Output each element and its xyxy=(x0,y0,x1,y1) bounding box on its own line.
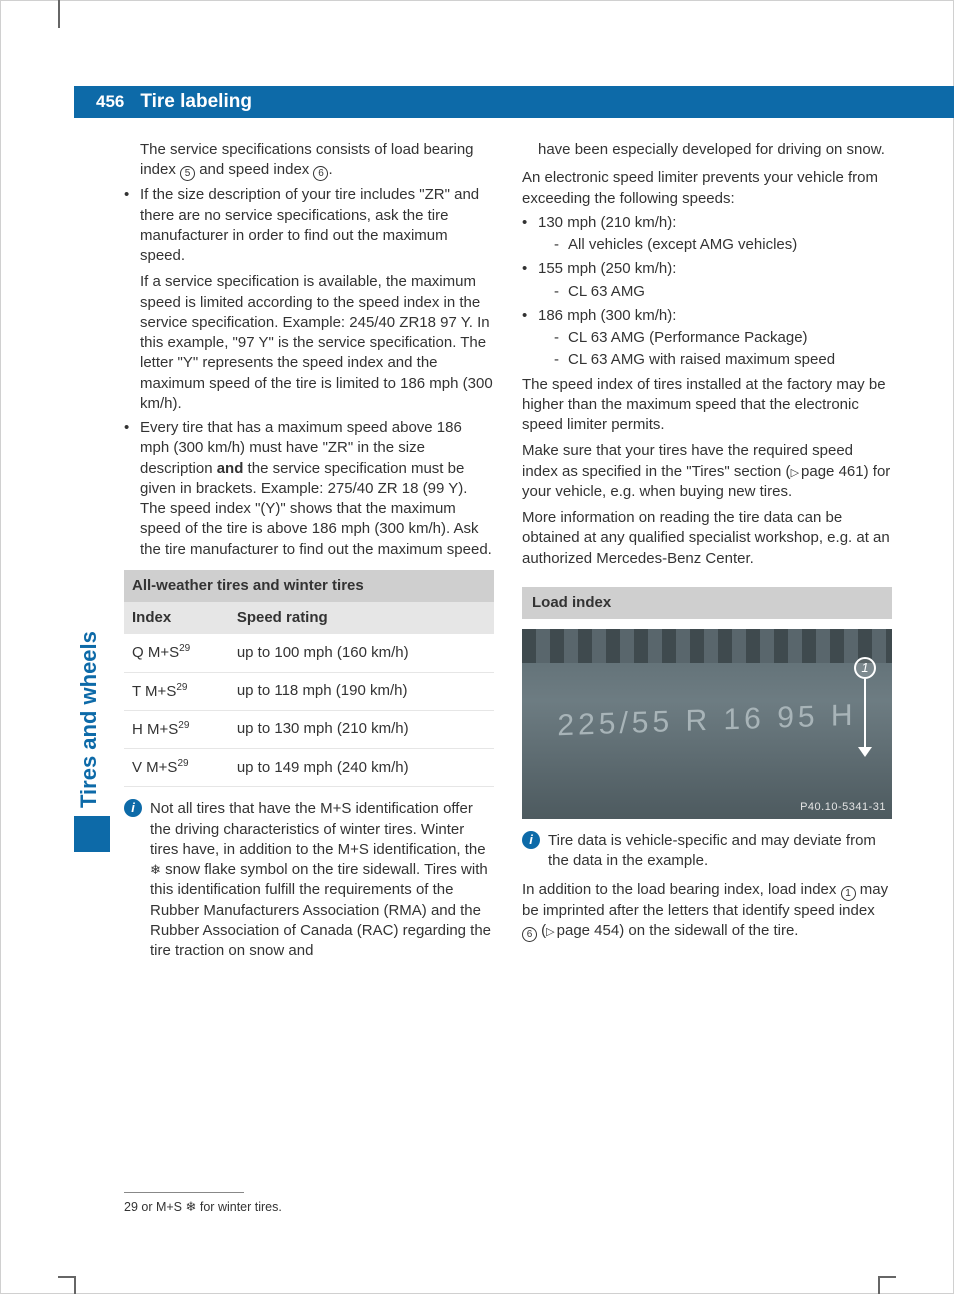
speed-list: 130 mph (210 km/h): All vehicles (except… xyxy=(522,213,892,371)
ref-circle-1: 1 xyxy=(841,886,856,901)
ref-circle-5: 5 xyxy=(180,166,195,181)
table-header-index: Index xyxy=(124,602,229,634)
speed-item: 155 mph (250 km/h): CL 63 AMG xyxy=(522,259,892,302)
bullet-subtext: If a service specification is available,… xyxy=(140,272,494,414)
cell-rating: up to 149 mph (240 km/h) xyxy=(229,749,494,787)
speed-item: 130 mph (210 km/h): All vehicles (except… xyxy=(522,213,892,256)
para-load-index: In addition to the load bearing index, l… xyxy=(522,880,892,942)
p5c: ( xyxy=(537,922,546,939)
page-number: 456 xyxy=(74,91,134,114)
snowflake-icon: ❄ xyxy=(150,862,161,877)
speed-rating-table: Index Speed rating Q M+S29up to 100 mph … xyxy=(124,602,494,787)
table-header-rating: Speed rating xyxy=(229,602,494,634)
info1-b: snow flake symbol on the tire sidewall. … xyxy=(150,861,491,959)
callout-circle-1: 1 xyxy=(854,657,876,679)
figure-caption: P40.10-5341-31 xyxy=(800,800,886,815)
page-title: Tire labeling xyxy=(134,89,252,115)
intro-text-b: and speed index xyxy=(199,161,309,178)
column-right: have been especially developed for drivi… xyxy=(522,140,892,961)
callout-line xyxy=(864,679,866,749)
table-row: H M+S29up to 130 mph (210 km/h) xyxy=(124,710,494,748)
footnote-29: 29 or M+S ❄ for winter tires. xyxy=(124,1198,282,1216)
speed-detail: CL 63 AMG with raised maximum speed xyxy=(554,350,892,370)
speed-detail: CL 63 AMG (Performance Package) xyxy=(554,328,892,348)
cell-index: Q M+S29 xyxy=(124,634,229,672)
ref-circle-6b: 6 xyxy=(522,927,537,942)
continuation-text: have been especially developed for drivi… xyxy=(522,140,892,160)
info-text: Not all tires that have the M+S identifi… xyxy=(150,799,494,961)
crop-mark-top xyxy=(58,0,60,28)
page-ref-454: page 454 xyxy=(557,922,620,939)
bullet-item: If the size description of your tire inc… xyxy=(124,185,494,414)
footnote-b: for winter tires. xyxy=(196,1200,281,1214)
cell-rating: up to 130 mph (210 km/h) xyxy=(229,710,494,748)
header-bar: 456 Tire labeling xyxy=(74,86,954,118)
column-left: The service specifications consists of l… xyxy=(124,140,494,961)
bullet-text: If the size description of your tire inc… xyxy=(140,186,479,264)
table-row: T M+S29up to 118 mph (190 km/h) xyxy=(124,672,494,710)
para-more-info: More information on reading the tire dat… xyxy=(522,508,892,569)
info-icon: i xyxy=(124,799,142,817)
footnote-a: or M+S xyxy=(138,1200,186,1214)
cell-index: T M+S29 xyxy=(124,672,229,710)
para-factory: The speed index of tires installed at th… xyxy=(522,375,892,436)
info-note-1: i Not all tires that have the M+S identi… xyxy=(124,799,494,961)
side-tab-marker xyxy=(74,816,110,852)
speed-label: 130 mph (210 km/h): xyxy=(538,214,676,231)
intro-line: The service specifications consists of l… xyxy=(124,140,494,181)
p5a: In addition to the load bearing index, l… xyxy=(522,881,841,898)
info-note-2: i Tire data is vehicle-specific and may … xyxy=(522,831,892,872)
section-heading-load-index: Load index xyxy=(522,587,892,619)
speed-label: 155 mph (250 km/h): xyxy=(538,260,676,277)
bullet-item: Every tire that has a maximum speed abov… xyxy=(124,418,494,560)
info-icon: i xyxy=(522,831,540,849)
p5d: ) on the sidewall of the tire. xyxy=(619,922,798,939)
table-title: All-weather tires and winter tires xyxy=(124,570,494,602)
bullet-list-1: If the size description of your tire inc… xyxy=(124,185,494,560)
period: . xyxy=(328,161,332,178)
page-ref-triangle xyxy=(546,922,556,939)
para-tires-section: Make sure that your tires have the requi… xyxy=(522,441,892,502)
page-ref-triangle xyxy=(791,463,801,480)
snowflake-icon: ❄ xyxy=(186,1199,197,1214)
content-area: The service specifications consists of l… xyxy=(124,140,894,961)
tire-tread xyxy=(522,629,892,663)
speed-detail: CL 63 AMG xyxy=(554,282,892,302)
speed-limiter-intro: An electronic speed limiter prevents you… xyxy=(522,168,892,209)
info-text: Tire data is vehicle-specific and may de… xyxy=(548,831,892,872)
speed-label: 186 mph (300 km/h): xyxy=(538,307,676,324)
tire-sidewall-text: 225/55 R 16 95 H xyxy=(522,695,892,748)
cell-index: V M+S29 xyxy=(124,749,229,787)
table-row: Q M+S29up to 100 mph (160 km/h) xyxy=(124,634,494,672)
page-ref-461: page 461 xyxy=(801,463,864,480)
footnote-number: 29 xyxy=(124,1200,138,1214)
bold-and: and xyxy=(217,460,244,477)
info1-a: Not all tires that have the M+S identifi… xyxy=(150,800,486,858)
ref-circle-6: 6 xyxy=(313,166,328,181)
speed-detail: All vehicles (except AMG vehicles) xyxy=(554,235,892,255)
side-tab-label: Tires and wheels xyxy=(74,598,104,808)
cell-rating: up to 118 mph (190 km/h) xyxy=(229,672,494,710)
side-tab: Tires and wheels xyxy=(74,608,110,818)
cell-rating: up to 100 mph (160 km/h) xyxy=(229,634,494,672)
cell-index: H M+S29 xyxy=(124,710,229,748)
speed-item: 186 mph (300 km/h): CL 63 AMG (Performan… xyxy=(522,306,892,371)
table-row: V M+S29up to 149 mph (240 km/h) xyxy=(124,749,494,787)
callout-arrowhead xyxy=(858,747,872,757)
tire-figure: 225/55 R 16 95 H 1 P40.10-5341-31 xyxy=(522,629,892,819)
